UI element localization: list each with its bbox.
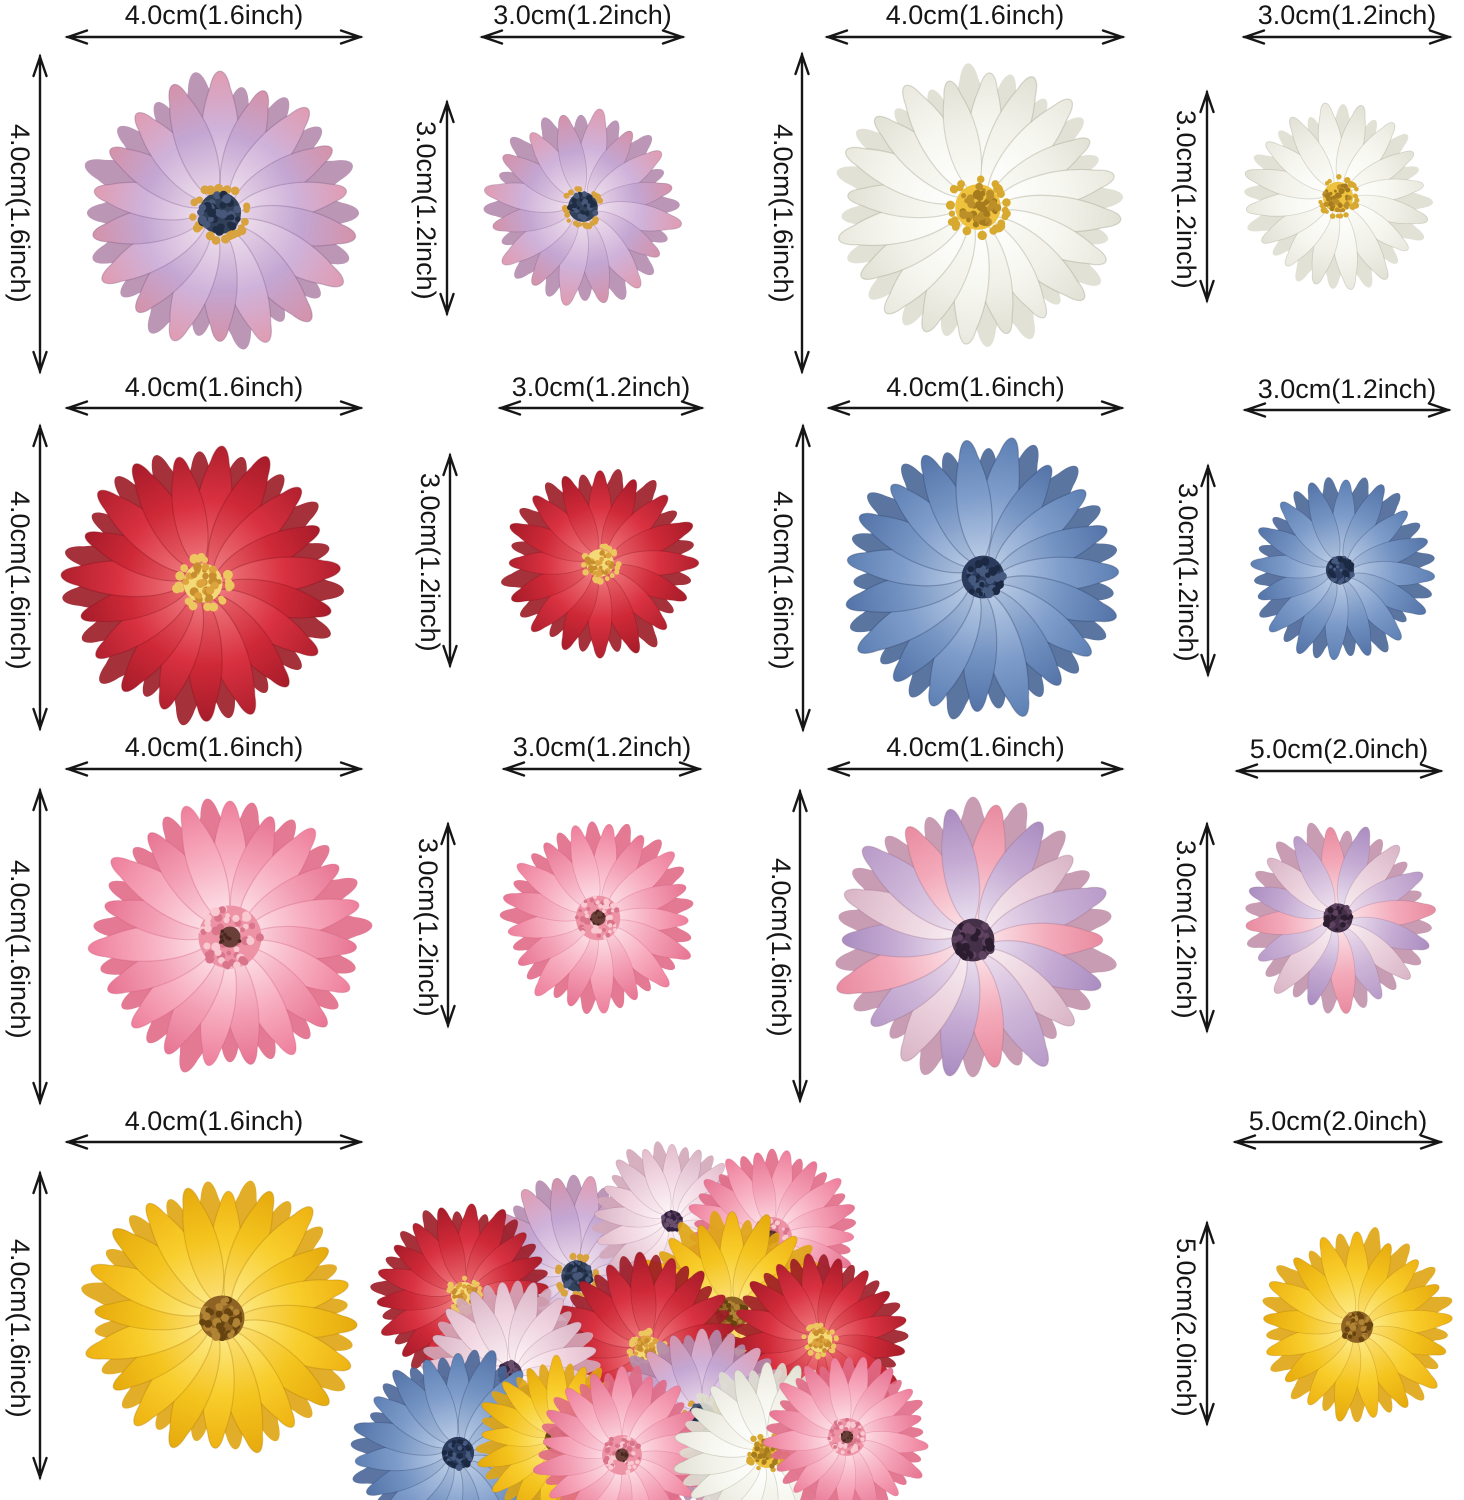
width-dimension-arrow-icon [1242, 402, 1452, 418]
height-dimension-arrow-icon [442, 452, 458, 669]
daisy-red-4cm [53, 433, 353, 733]
width-dimension-arrow-icon [501, 761, 703, 777]
width-label: 3.0cm(1.2inch) [511, 372, 691, 402]
width-dimension-arrow-icon [824, 29, 1126, 45]
height-dimension-arrow-icon [795, 423, 811, 733]
width-dimension-arrow-icon [64, 29, 364, 45]
width-label: 4.0cm(1.6inch) [124, 732, 304, 762]
height-label: 4.0cm(1.6inch) [5, 859, 35, 1039]
width-label: 4.0cm(1.6inch) [885, 0, 1065, 30]
height-label: 4.0cm(1.6inch) [768, 490, 798, 670]
height-label: 3.0cm(1.2inch) [413, 837, 443, 1017]
height-label: 4.0cm(1.6inch) [5, 1238, 35, 1418]
width-label: 3.0cm(1.2inch) [1257, 0, 1437, 30]
height-label: 4.0cm(1.6inch) [766, 858, 796, 1037]
height-label: 3.0cm(1.2inch) [1171, 109, 1201, 289]
height-label: 3.0cm(1.2inch) [411, 120, 441, 300]
daisy-pink-4cm [80, 787, 380, 1087]
width-label: 3.0cm(1.2inch) [1257, 374, 1437, 404]
height-label: 3.0cm(1.2inch) [415, 472, 445, 652]
daisy-white-4cm [826, 55, 1130, 359]
height-dimension-arrow-icon [32, 53, 48, 375]
height-dimension-arrow-icon [440, 821, 456, 1029]
height-label: 4.0cm(1.6inch) [5, 490, 35, 670]
daisy-pile-photo [350, 1100, 1110, 1500]
height-dimension-arrow-icon [1199, 821, 1215, 1034]
width-label: 4.0cm(1.6inch) [886, 732, 1065, 762]
height-label: 3.0cm(1.2inch) [1171, 839, 1201, 1019]
height-label: 5.0cm(2.0inch) [1171, 1237, 1201, 1417]
height-dimension-arrow-icon [32, 787, 48, 1106]
cluster-daisy-pink [757, 1347, 937, 1500]
width-dimension-arrow-icon [497, 400, 705, 416]
width-dimension-arrow-icon [64, 1134, 364, 1150]
width-dimension-arrow-icon [826, 400, 1125, 416]
width-dimension-arrow-icon [1234, 763, 1444, 779]
height-dimension-arrow-icon [32, 1170, 48, 1481]
width-dimension-arrow-icon [64, 400, 364, 416]
daisy-pink-3cm [492, 812, 704, 1024]
width-label: 4.0cm(1.6inch) [124, 0, 304, 30]
daisy-pinkpurple-4cm [820, 787, 1126, 1093]
width-dimension-arrow-icon [64, 761, 364, 777]
daisy-pinkpurple-small [1234, 814, 1442, 1022]
daisy-purple-3cm [477, 101, 689, 313]
width-label: 3.0cm(1.2inch) [512, 732, 692, 762]
height-dimension-arrow-icon [1199, 89, 1215, 304]
height-dimension-arrow-icon [1199, 1220, 1215, 1427]
height-dimension-arrow-icon [32, 423, 48, 732]
daisy-white-3cm [1237, 96, 1439, 298]
daisy-yellow-5cm [1251, 1221, 1463, 1433]
width-dimension-arrow-icon [1241, 29, 1453, 45]
height-label: 4.0cm(1.6inch) [5, 123, 35, 303]
height-dimension-arrow-icon [1200, 463, 1216, 678]
width-label: 4.0cm(1.6inch) [124, 372, 304, 402]
width-label: 3.0cm(1.2inch) [493, 0, 672, 30]
daisy-blue-4cm [830, 424, 1136, 730]
daisy-blue-3cm [1239, 469, 1441, 671]
width-label: 4.0cm(1.6inch) [886, 372, 1065, 402]
width-label: 5.0cm(2.0inch) [1249, 734, 1429, 764]
width-dimension-arrow-icon [1232, 1134, 1444, 1150]
width-label: 4.0cm(1.6inch) [124, 1106, 304, 1136]
daisy-purple-4cm [70, 63, 370, 363]
height-dimension-arrow-icon [794, 51, 810, 375]
daisy-red-3cm [494, 457, 706, 669]
width-dimension-arrow-icon [826, 761, 1125, 777]
height-label: 4.0cm(1.6inch) [768, 123, 798, 303]
height-dimension-arrow-icon [439, 99, 455, 317]
width-label: 5.0cm(2.0inch) [1248, 1106, 1428, 1136]
width-dimension-arrow-icon [479, 29, 686, 45]
height-label: 3.0cm(1.2inch) [1173, 483, 1203, 662]
daisy-yellow-4cm [72, 1168, 372, 1468]
height-dimension-arrow-icon [792, 788, 808, 1104]
